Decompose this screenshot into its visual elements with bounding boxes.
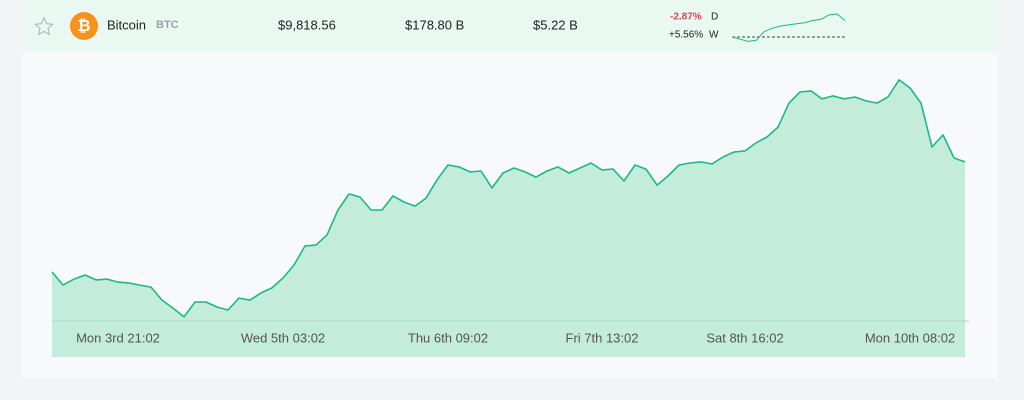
bitcoin-glyph: ₿: [77, 17, 90, 35]
favorite-star[interactable]: [33, 16, 55, 36]
week-change: +5.56%: [669, 30, 703, 41]
x-tick-label: Mon 10th 08:02: [865, 330, 955, 345]
coin-row[interactable]: [22, 0, 998, 52]
coin-name[interactable]: Bitcoin: [107, 17, 146, 32]
day-label: D: [711, 12, 718, 23]
x-tick-label: Fri 7th 13:02: [566, 330, 639, 345]
day-change: -2.87%: [670, 12, 702, 23]
bitcoin-icon: [70, 12, 98, 40]
price-line: [51, 79, 966, 318]
x-tick-label: Sat 8th 16:02: [706, 330, 783, 345]
sparkline: [731, 13, 846, 42]
x-tick-label: Mon 3rd 21:02: [76, 330, 160, 345]
week-label: W: [709, 30, 719, 41]
area: [52, 79, 965, 358]
price: $9,818.56: [278, 17, 336, 32]
x-tick-label: Thu 6th 09:02: [408, 330, 488, 345]
x-tick-label: Wed 5th 03:02: [241, 330, 325, 345]
market-cap: $178.80 B: [405, 17, 464, 32]
coin-symbol: BTC: [156, 19, 179, 31]
volume: $5.22 B: [533, 17, 578, 32]
